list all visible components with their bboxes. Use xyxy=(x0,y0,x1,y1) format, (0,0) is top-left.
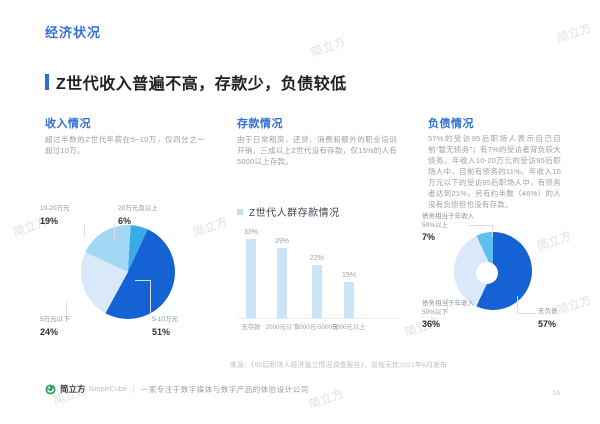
pie-slice-value: 6% xyxy=(118,215,132,226)
bar-chart-legend: Z世代人群存款情况 xyxy=(237,204,340,219)
bar-category: 无存款 xyxy=(241,324,261,331)
pie-slice-label: 无负债 xyxy=(538,308,558,315)
income-body: 超过半数的Z世代年薪在5~10万，仅四分之一超过10万。 xyxy=(45,135,205,155)
bar-value-label: 22% xyxy=(309,255,324,263)
debt-pie-label-over50: 债务相当于年收入50%以上 7% xyxy=(422,213,480,242)
bar-category: 2000元-5000元 xyxy=(295,324,339,331)
callout-line xyxy=(468,225,493,237)
watermark: 简立方 xyxy=(534,228,574,254)
debt-heading: 负债情况 xyxy=(428,118,474,130)
page-number: 16 xyxy=(552,388,561,397)
pie-slice-label: 债务相当于年收入50%以下 xyxy=(422,300,474,316)
bar xyxy=(277,248,287,318)
bar-group: 33% xyxy=(231,229,271,318)
savings-heading: 存款情况 xyxy=(237,118,283,130)
bar xyxy=(344,282,354,318)
bar-category: 2000元以下 xyxy=(265,324,299,331)
debt-body: 57%的受访95后职场人表示自己目前“暂无债务”；有7%的受访者背负较大债务。年… xyxy=(428,134,561,209)
pie-slice-label: 5-10万元 xyxy=(152,316,179,323)
bar-chart-title: Z世代人群存款情况 xyxy=(249,208,340,219)
income-pie-chart xyxy=(81,225,175,319)
pie-slice-value: 51% xyxy=(152,326,171,337)
footer-divider: | xyxy=(132,384,135,394)
pie-slice-label: 债务相当于年收入50%以上 xyxy=(422,213,474,229)
bar xyxy=(246,238,256,318)
savings-bar-chart: 33% 29% 22% 15% xyxy=(240,228,405,318)
bar-group: 15% xyxy=(329,272,369,318)
page-title: Z世代收入普遍不高，存款少，负债较低 xyxy=(56,76,347,93)
title-row: Z世代收入普遍不高，存款少，负债较低 xyxy=(45,70,347,94)
title-accent-bar xyxy=(45,74,49,90)
debt-pie-label-none: 无负债 57% xyxy=(538,308,588,329)
footer-brand: 简立方 xyxy=(60,384,86,394)
pie-slice-value: 36% xyxy=(422,319,441,329)
footer: 简立方 SimpleCube | 一家专注于数字媒体与数字产品的体验设计公司 xyxy=(45,383,309,395)
footer-brand-en: SimpleCube xyxy=(88,385,127,393)
pie-slice-value: 57% xyxy=(538,318,557,329)
income-pie-label-under5: 5万元以下 24% xyxy=(40,316,100,337)
callout-line xyxy=(114,224,115,241)
simplecube-logo-icon xyxy=(45,383,56,395)
pie-slice-value: 24% xyxy=(40,326,59,337)
watermark: 简立方 xyxy=(554,20,594,46)
pie-notch xyxy=(476,262,498,284)
bar xyxy=(312,265,322,318)
footer-tagline: 一家专注于数字媒体与数字产品的体验设计公司 xyxy=(140,384,309,394)
savings-body: 由于日常租房、还贷、消费和额外的职业培训开销，三成以上Z世代没有存款，仅15%的… xyxy=(237,135,397,166)
debt-pie-label-under50: 债务相当于年收入50%以下 36% xyxy=(422,300,480,329)
income-heading: 收入情况 xyxy=(45,118,91,130)
watermark: 简立方 xyxy=(306,386,346,412)
bar-category: 5000元以上 xyxy=(332,324,366,331)
pie-slice-value: 7% xyxy=(422,232,436,242)
pie-slice-label: 10-20万元 xyxy=(40,205,70,212)
income-pie-label-5-10: 5-10万元 51% xyxy=(152,316,212,337)
bar-value-label: 29% xyxy=(274,238,289,246)
pie-slice-label: 5万元以下 xyxy=(40,316,70,323)
bar-value-label: 15% xyxy=(341,272,356,279)
bar-value-label: 33% xyxy=(243,228,258,236)
bar-group: 29% xyxy=(262,238,302,318)
source-note: 来源：《95后职场人经济独立情况调查报告》，前程无忧2021年6月发布 xyxy=(230,362,447,369)
watermark: 简立方 xyxy=(190,214,230,240)
callout-line xyxy=(135,280,151,313)
section-label: 经济状况 xyxy=(45,25,102,40)
income-pie-label-20plus: 20万元及以上 6% xyxy=(118,205,178,226)
income-pie-label-10-20: 10-20万元 19% xyxy=(40,205,100,226)
bar-group: 22% xyxy=(297,255,337,318)
legend-square-icon xyxy=(237,208,243,215)
bar-chart-baseline xyxy=(238,318,400,319)
pie-slice-value: 19% xyxy=(40,215,59,226)
callout-line xyxy=(84,224,85,237)
pie-slice-label: 20万元及以上 xyxy=(118,205,158,212)
callout-line xyxy=(517,296,536,314)
callout-line xyxy=(447,298,448,311)
watermark: 简立方 xyxy=(308,34,348,60)
callout-line xyxy=(66,302,67,314)
